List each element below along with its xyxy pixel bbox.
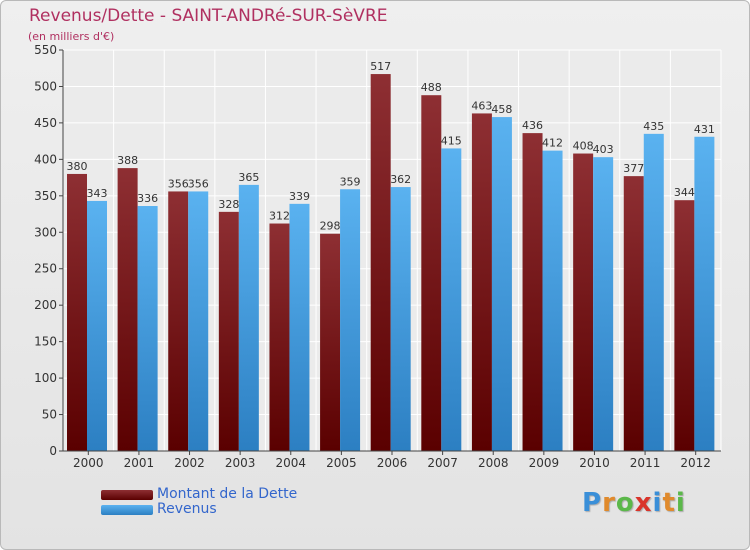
legend-label-debt: Montant de la Dette bbox=[157, 486, 298, 502]
y-tick-label: 300 bbox=[34, 225, 57, 239]
bar-dette-2008 bbox=[471, 113, 492, 451]
data-label: 488 bbox=[421, 81, 442, 94]
bar-revenus-2000 bbox=[87, 200, 107, 451]
data-label: 298 bbox=[320, 220, 341, 233]
bar-dette-2002 bbox=[168, 191, 189, 451]
logo-letter: i bbox=[652, 488, 663, 518]
data-label: 328 bbox=[218, 198, 239, 211]
x-tick-label: 2001 bbox=[124, 456, 155, 470]
proxiti-logo: Proxiti bbox=[582, 488, 686, 518]
bar-revenus-2012 bbox=[694, 136, 715, 451]
data-label: 463 bbox=[471, 99, 492, 112]
x-tick-label: 2006 bbox=[377, 456, 408, 470]
y-tick-label: 250 bbox=[34, 262, 57, 276]
bar-dette-2007 bbox=[421, 95, 442, 451]
bar-dette-2010 bbox=[573, 153, 594, 451]
x-tick-label: 2009 bbox=[529, 456, 560, 470]
bar-revenus-2005 bbox=[340, 189, 361, 452]
bar-dette-2005 bbox=[320, 233, 341, 451]
logo-letter: x bbox=[634, 488, 653, 518]
data-label: 356 bbox=[168, 177, 189, 190]
bar-dette-2004 bbox=[269, 223, 290, 451]
bar-dette-2001 bbox=[117, 168, 138, 451]
data-label: 415 bbox=[441, 134, 462, 147]
bar-dette-2000 bbox=[67, 173, 87, 452]
bar-revenus-2010 bbox=[593, 157, 614, 451]
bar-revenus-2006 bbox=[390, 187, 411, 451]
x-tick-label: 2007 bbox=[427, 456, 458, 470]
x-tick-label: 2005 bbox=[326, 456, 357, 470]
x-tick-label: 2003 bbox=[225, 456, 256, 470]
bar-revenus-2001 bbox=[137, 206, 158, 451]
x-tick-label: 2010 bbox=[579, 456, 610, 470]
logo-letter: o bbox=[615, 488, 635, 518]
data-label: 312 bbox=[269, 210, 290, 223]
bar-revenus-2011 bbox=[643, 133, 664, 451]
y-tick-label: 500 bbox=[34, 79, 57, 93]
x-tick-label: 2000 bbox=[73, 456, 104, 470]
data-label: 436 bbox=[522, 119, 543, 132]
x-tick-label: 2002 bbox=[174, 456, 205, 470]
data-label: 359 bbox=[340, 175, 361, 188]
data-label: 408 bbox=[573, 140, 594, 153]
bar-dette-2003 bbox=[218, 211, 239, 451]
data-label: 435 bbox=[643, 120, 664, 133]
data-label: 458 bbox=[491, 103, 512, 116]
bar-revenus-2008 bbox=[491, 117, 512, 452]
chart-subtitle: (en milliers d'€) bbox=[28, 30, 115, 43]
data-label: 365 bbox=[238, 171, 259, 184]
data-label: 339 bbox=[289, 190, 310, 203]
bar-revenus-2003 bbox=[238, 184, 259, 451]
y-tick-label: 200 bbox=[34, 298, 57, 312]
y-tick-label: 150 bbox=[34, 335, 57, 349]
x-tick-label: 2011 bbox=[630, 456, 661, 470]
chart-title: Revenus/Dette - SAINT-ANDRé-SUR-SèVRE bbox=[29, 6, 388, 26]
y-tick-label: 450 bbox=[34, 116, 57, 130]
data-label: 380 bbox=[67, 160, 88, 173]
x-tick-label: 2008 bbox=[478, 456, 509, 470]
logo-letter: t bbox=[662, 488, 676, 518]
x-tick-label: 2012 bbox=[680, 456, 711, 470]
y-tick-label: 550 bbox=[34, 43, 57, 57]
bar-dette-2009 bbox=[522, 133, 543, 451]
bar-dette-2012 bbox=[674, 200, 695, 451]
y-tick-label: 350 bbox=[34, 189, 57, 203]
data-label: 344 bbox=[674, 186, 695, 199]
legend-swatch-revenus bbox=[101, 505, 153, 515]
data-label: 412 bbox=[542, 137, 563, 150]
logo-letter: P bbox=[582, 488, 603, 518]
data-label: 343 bbox=[87, 187, 108, 200]
data-label: 403 bbox=[593, 143, 614, 156]
data-label: 336 bbox=[137, 192, 158, 205]
bar-dette-2006 bbox=[370, 74, 391, 451]
bar-revenus-2007 bbox=[441, 148, 462, 451]
data-label: 377 bbox=[623, 162, 644, 175]
data-label: 388 bbox=[117, 154, 138, 167]
bar-revenus-2002 bbox=[188, 191, 209, 451]
data-label: 356 bbox=[188, 177, 209, 190]
y-tick-label: 400 bbox=[34, 152, 57, 166]
y-tick-label: 50 bbox=[42, 408, 57, 422]
logo-letter: i bbox=[675, 488, 686, 518]
data-label: 431 bbox=[694, 123, 715, 136]
bar-dette-2011 bbox=[623, 176, 644, 451]
bar-revenus-2009 bbox=[542, 150, 563, 451]
logo-letter: r bbox=[602, 488, 616, 518]
legend-swatch-debt bbox=[101, 490, 153, 500]
y-tick-label: 0 bbox=[49, 444, 57, 458]
legend-label-revenus: Revenus bbox=[157, 501, 217, 517]
bar-revenus-2004 bbox=[289, 203, 310, 451]
data-label: 362 bbox=[390, 173, 411, 186]
y-tick-label: 100 bbox=[34, 371, 57, 385]
x-tick-label: 2004 bbox=[275, 456, 306, 470]
data-label: 517 bbox=[370, 60, 391, 73]
